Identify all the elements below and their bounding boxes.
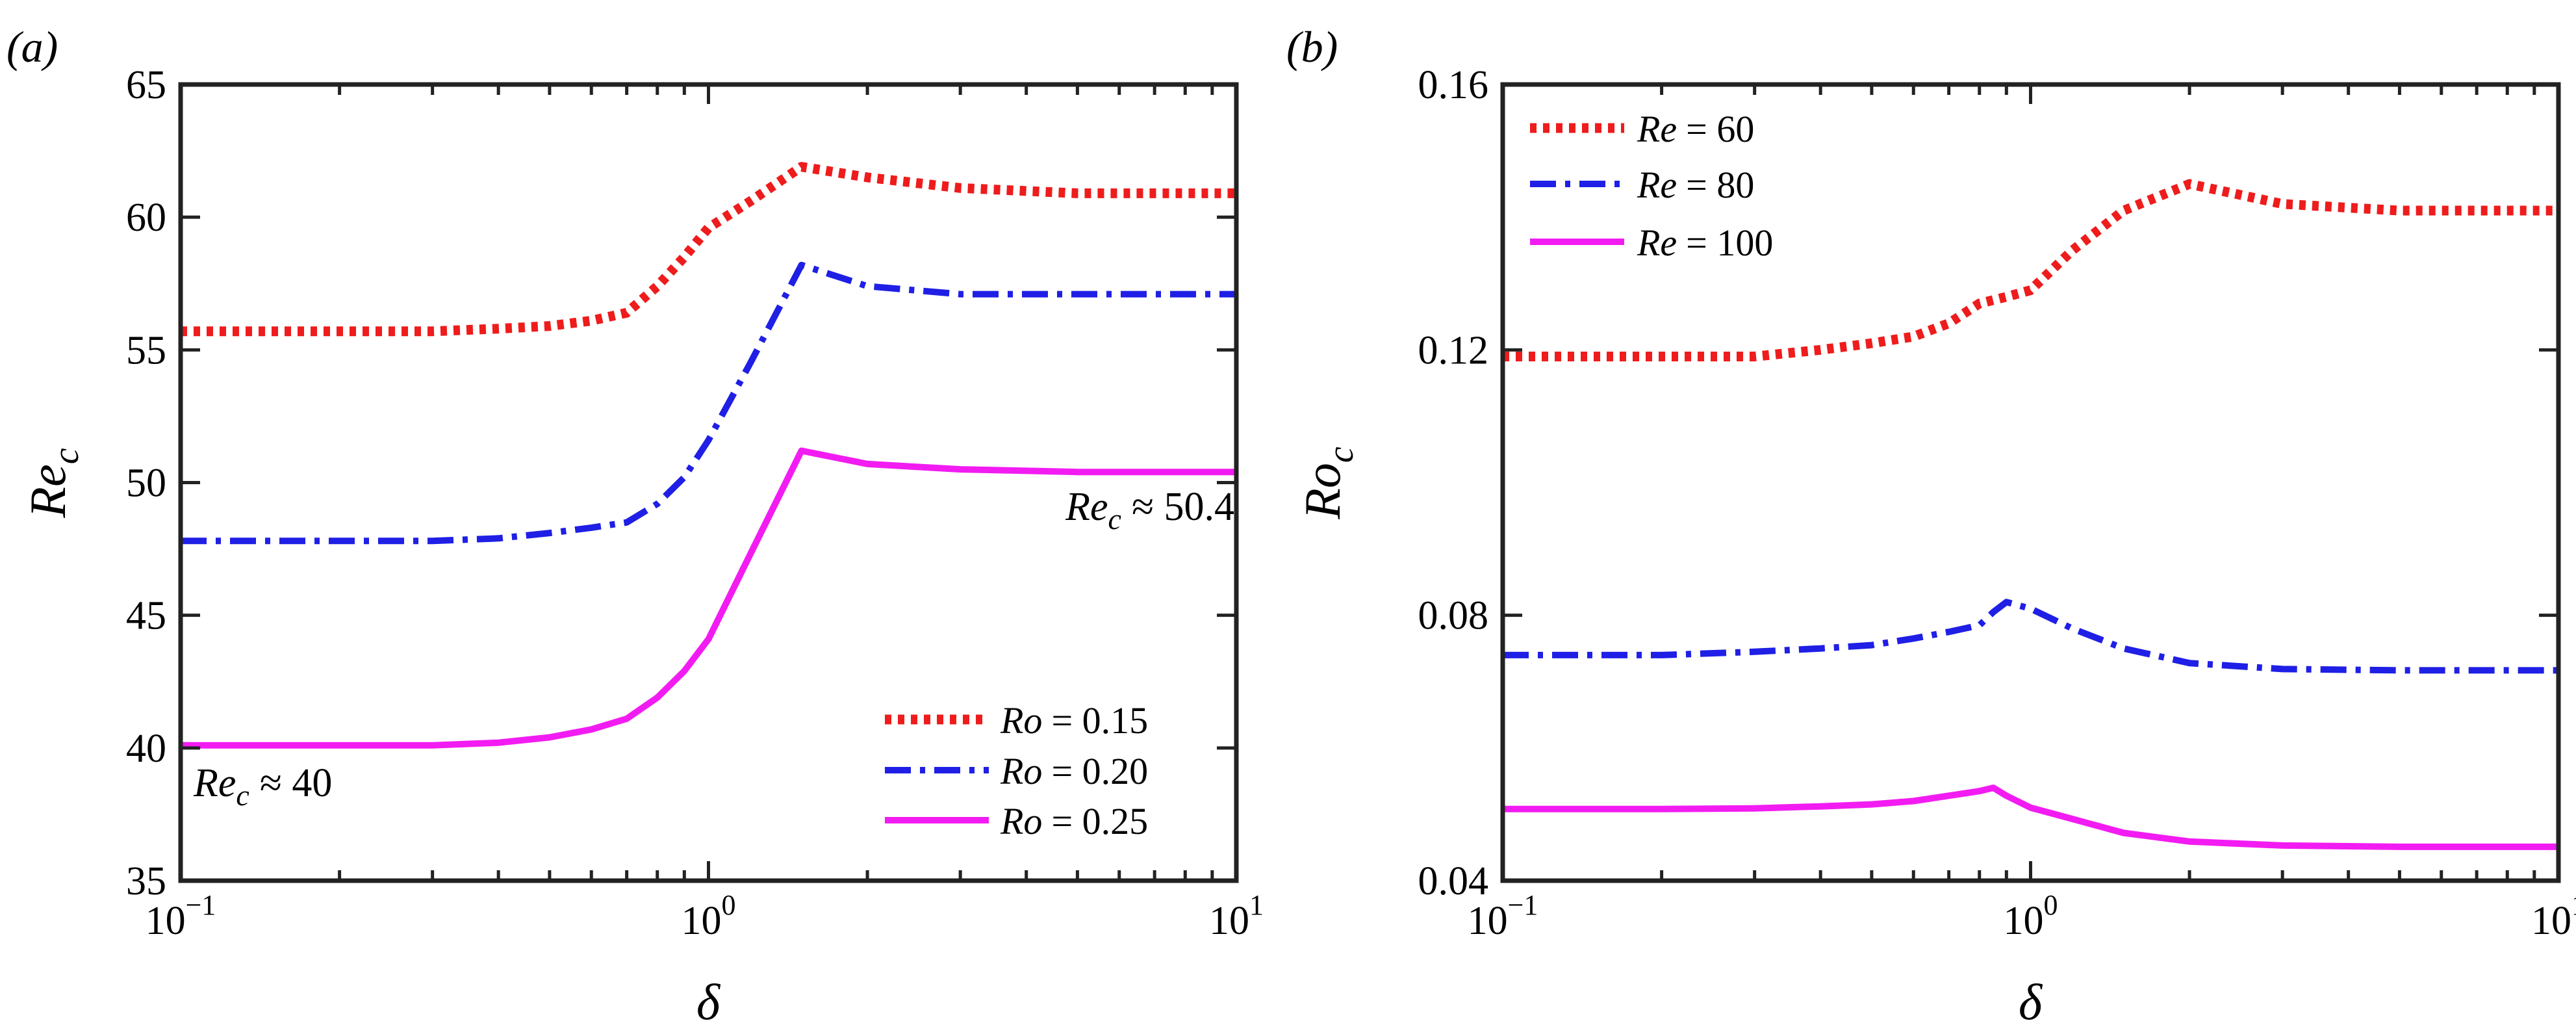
panel-a-label: (a) <box>6 22 58 71</box>
panel-b-y-tick-label: 0.08 <box>1418 594 1489 638</box>
panel-a-y-tick-label: 40 <box>126 727 166 771</box>
panel-a-x-tick-label: 100 <box>682 889 736 943</box>
panel-a-y-axis-label: Rec <box>19 448 86 518</box>
legend-b-label-re-80: Re = 80 <box>1637 164 1754 206</box>
panel-b-series-group <box>1503 179 2558 850</box>
annotation-rec-50-4: Rec ≈ 50.4 <box>1065 485 1234 536</box>
panel-a-series-3-line <box>181 447 1236 749</box>
panel-a-y-tick-label: 50 <box>126 461 166 506</box>
panel-b-x-tick-label: 100 <box>2004 889 2058 943</box>
panel-b-y-tick-label: 0.12 <box>1418 328 1489 372</box>
panel-b-ticks: 10−1 100 101 0.04 0.08 0.12 0.16 <box>1418 63 2576 943</box>
panel-b: (b) 10−1 100 101 0.04 0.08 0.12 0.16 Roc δ Re=… <box>1286 22 2576 1030</box>
legend-a-label-ro-0-15: Ro = 0.15 <box>1000 699 1148 742</box>
panel-b-legend: Re = 60 Re = 80 Re = 100 <box>1530 108 1773 264</box>
panel-a-y-tick-label: 55 <box>126 328 166 372</box>
panel-b-y-axis-label: Roc <box>1294 447 1361 520</box>
panel-b-series-2-line <box>1503 599 2558 674</box>
panel-a-y-tick-label: 65 <box>126 63 166 107</box>
panel-b-label: (b) <box>1286 22 1338 71</box>
panel-a-series-group <box>181 162 1236 749</box>
panel-b-series-1-line <box>1503 179 2558 361</box>
panel-a-x-tick-label: 10−1 <box>146 889 216 943</box>
panel-a-x-axis-label: δ <box>696 974 721 1030</box>
legend-b-label-re-100: Re = 100 <box>1637 222 1773 264</box>
panel-a: (a) 10−1 100 101 35 40 45 50 55 60 65 Rec δ Rec ≈ … <box>6 22 1264 1030</box>
panel-a-y-tick-label: 35 <box>126 859 166 903</box>
panel-a-y-tick-label: 60 <box>126 196 166 240</box>
panel-a-series-2-line <box>181 261 1236 545</box>
panel-b-x-axis-label: δ <box>2019 974 2043 1030</box>
panel-b-y-tick-label: 0.16 <box>1418 63 1489 107</box>
panel-a-series-1-line <box>181 162 1236 337</box>
legend-a-label-ro-0-20: Ro = 0.20 <box>1000 750 1148 792</box>
panel-a-ticks: 10−1 100 101 35 40 45 50 55 60 65 <box>126 63 1264 943</box>
annotation-rec-40: Rec ≈ 40 <box>193 761 332 812</box>
panel-a-legend: Ro = 0.15 Ro = 0.20 Ro = 0.25 <box>885 699 1148 842</box>
panel-b-y-tick-label: 0.04 <box>1418 859 1489 903</box>
legend-b-label-re-60: Re = 60 <box>1637 108 1754 150</box>
panel-b-x-tick-label: 10−1 <box>1468 889 1538 943</box>
panel-a-x-tick-label: 101 <box>1209 889 1264 943</box>
panel-a-y-tick-label: 45 <box>126 594 166 638</box>
legend-a-label-ro-0-25: Ro = 0.25 <box>1000 800 1148 842</box>
panel-b-series-3-line <box>1503 784 2558 850</box>
panel-b-x-tick-label: 101 <box>2531 889 2576 943</box>
